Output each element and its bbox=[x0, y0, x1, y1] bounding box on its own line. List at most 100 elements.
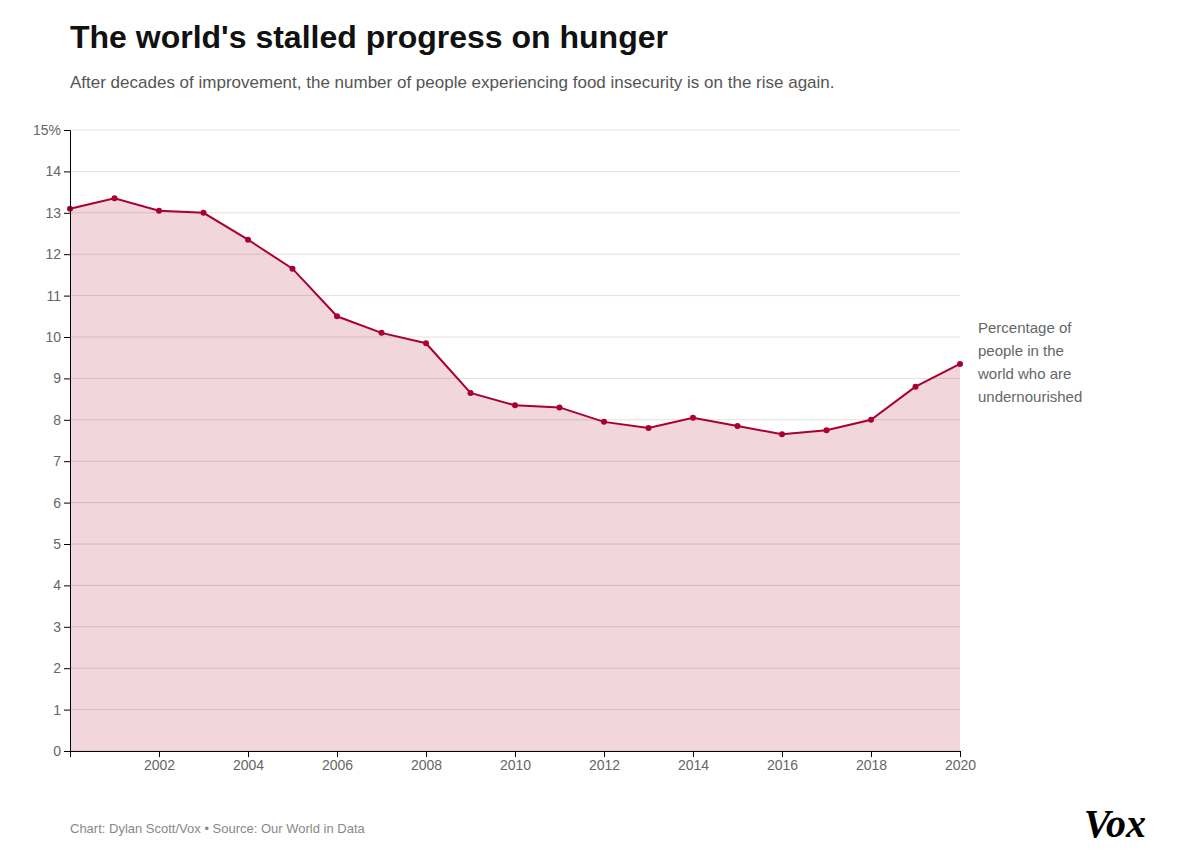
tick-label: 5 bbox=[53, 536, 61, 552]
point bbox=[779, 431, 785, 437]
tick-label: 2018 bbox=[856, 757, 887, 773]
point bbox=[245, 237, 251, 243]
tick-label: 2016 bbox=[767, 757, 798, 773]
grid-line bbox=[70, 130, 960, 131]
tick-mark bbox=[64, 461, 70, 462]
area bbox=[70, 198, 960, 751]
tick: 8 bbox=[53, 412, 70, 428]
footer: Chart: Dylan Scott/Vox • Source: Our Wor… bbox=[70, 821, 366, 836]
tick: 2002 bbox=[144, 751, 175, 773]
tick: 13 bbox=[45, 205, 70, 221]
tick: 9 bbox=[53, 370, 70, 386]
point bbox=[868, 417, 874, 423]
tick: 4 bbox=[53, 577, 70, 593]
annotation-line: Percentage of bbox=[978, 319, 1072, 336]
point bbox=[112, 195, 118, 201]
point bbox=[468, 390, 474, 396]
tick-label: 9 bbox=[53, 370, 61, 386]
tick-mark bbox=[64, 420, 70, 421]
point bbox=[824, 427, 830, 433]
point bbox=[601, 419, 607, 425]
annotation-line: undernourished bbox=[978, 388, 1082, 405]
tick: 14 bbox=[45, 163, 70, 179]
tick: 2004 bbox=[233, 751, 264, 773]
tick-mark bbox=[64, 254, 70, 255]
point bbox=[156, 208, 162, 214]
annotation-line: people in the bbox=[978, 342, 1064, 359]
title: The world's stalled progress on hunger bbox=[70, 19, 668, 55]
marks bbox=[67, 195, 963, 751]
axis-line bbox=[64, 131, 71, 752]
tick-mark bbox=[64, 378, 70, 379]
tick: 2020 bbox=[945, 751, 976, 773]
tick-label: 2004 bbox=[233, 757, 264, 773]
grid-line bbox=[70, 171, 960, 172]
y-axis: 0123456789101112131415% bbox=[33, 122, 71, 759]
tick-mark bbox=[64, 585, 70, 586]
annotation: Percentage of people in the world who are u… bbox=[977, 319, 1082, 405]
tick: 2016 bbox=[767, 751, 798, 773]
point bbox=[512, 402, 518, 408]
tick-label: 3 bbox=[53, 619, 61, 635]
plot: 2002200420062008201020122014201620182020… bbox=[33, 122, 1082, 773]
tick-label: 6 bbox=[53, 495, 61, 511]
tick-label: 2006 bbox=[322, 757, 353, 773]
point bbox=[201, 210, 207, 216]
tick-label: 2012 bbox=[589, 757, 620, 773]
x-axis: 2002 2004 2006 2008 2010 2012 2014 2016 2018 2020 bbox=[71, 751, 977, 773]
point bbox=[646, 425, 652, 431]
logo: Vox bbox=[1084, 801, 1146, 846]
tick: 7 bbox=[53, 453, 70, 469]
tick-label: 12 bbox=[45, 246, 61, 262]
tick-label: 10 bbox=[45, 329, 61, 345]
tick-label: 7 bbox=[53, 453, 61, 469]
point bbox=[423, 340, 429, 346]
tick-mark bbox=[64, 171, 70, 172]
tick-label: 4 bbox=[53, 577, 61, 593]
tick: 2018 bbox=[856, 751, 887, 773]
tick-label: 1 bbox=[53, 702, 61, 718]
point bbox=[913, 384, 919, 390]
subtitle: After decades of improvement, the number… bbox=[70, 73, 835, 92]
tick: 2012 bbox=[589, 751, 620, 773]
annotation-line: world who are bbox=[977, 365, 1071, 382]
tick-mark bbox=[64, 751, 70, 752]
tick-mark bbox=[64, 130, 70, 131]
tick-label: 13 bbox=[45, 205, 61, 221]
point bbox=[957, 361, 963, 367]
tick-mark bbox=[64, 544, 70, 545]
point bbox=[334, 313, 340, 319]
tick-label: 2008 bbox=[411, 757, 442, 773]
tick-mark bbox=[64, 710, 70, 711]
tick: 2010 bbox=[500, 751, 531, 773]
tick: 11 bbox=[46, 288, 70, 304]
point bbox=[735, 423, 741, 429]
tick-label: 2002 bbox=[144, 757, 175, 773]
tick-mark bbox=[64, 296, 70, 297]
tick: 2014 bbox=[678, 751, 709, 773]
tick-label: 11 bbox=[46, 288, 61, 304]
point bbox=[290, 266, 296, 272]
tick-label: 2014 bbox=[678, 757, 709, 773]
point bbox=[379, 330, 385, 336]
tick: 3 bbox=[53, 619, 70, 635]
tick-label: 0 bbox=[53, 743, 61, 759]
tick: 12 bbox=[45, 246, 70, 262]
tick: 2008 bbox=[411, 751, 442, 773]
tick: 15% bbox=[33, 122, 70, 138]
tick-label: 2020 bbox=[945, 757, 976, 773]
point bbox=[690, 415, 696, 421]
tick-label: 15% bbox=[33, 122, 61, 138]
point bbox=[557, 404, 563, 410]
tick-label: 14 bbox=[45, 163, 61, 179]
tick-mark bbox=[64, 213, 70, 214]
tick: 2 bbox=[53, 660, 70, 676]
chart: The world's stalled progress on hunger Af… bbox=[0, 0, 1200, 861]
tick: 1 bbox=[53, 702, 70, 718]
tick-label: 2010 bbox=[500, 757, 531, 773]
tick: 0 bbox=[53, 743, 70, 759]
tick: 10 bbox=[45, 329, 70, 345]
grid bbox=[70, 130, 960, 751]
tick-label: 8 bbox=[53, 412, 61, 428]
tick-mark bbox=[64, 668, 70, 669]
